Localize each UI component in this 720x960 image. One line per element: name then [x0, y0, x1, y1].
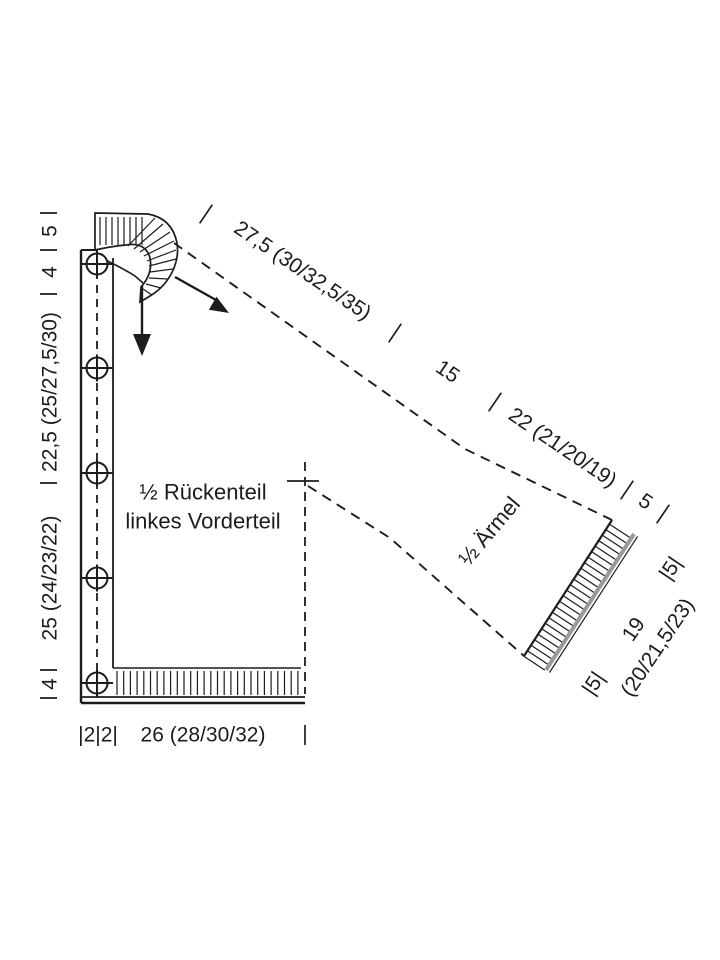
body-outline: [79, 249, 305, 705]
buttonholes: [81, 250, 113, 697]
hatch-line: [548, 617, 571, 633]
bottom-ruler-width: 26 (28/30/32): [141, 723, 266, 746]
hatch-line: [591, 551, 613, 566]
hatch-line: [609, 523, 631, 539]
hatch-line: [555, 606, 578, 622]
cuff-side-depth-label: |5|: [655, 553, 687, 585]
hatch-line: [576, 573, 599, 588]
hatch-line: [541, 628, 563, 644]
hatch-line: [530, 644, 553, 660]
left-ruler-label-hem: 4: [38, 678, 61, 690]
hatch-line: [139, 231, 171, 253]
hatch-line: [133, 223, 164, 250]
hatch-line: [537, 633, 560, 649]
diagonal-arrow-icon: [174, 275, 229, 313]
hatch-line: [559, 600, 581, 616]
sleeve-outline: [173, 242, 613, 657]
cuff-edge-length-line2: (20/21,5/23): [617, 594, 699, 701]
hatch-line: [143, 240, 175, 257]
hatch-line: [146, 249, 177, 262]
hatch-line: [562, 595, 585, 610]
cuff-hatch: [523, 523, 631, 671]
hatch-line: [594, 545, 617, 561]
sleeve-ruler-label-seg3: 22 (21/20/19): [504, 403, 620, 492]
body-piece-label-line2: linkes Vorderteil: [125, 509, 280, 534]
hatch-line: [580, 567, 603, 583]
hem-ribbing: [116, 671, 299, 695]
hatch-line: [127, 217, 156, 247]
body-piece-label-line1: ½ Rückenteil: [139, 480, 266, 505]
hatch-line: [527, 650, 549, 666]
cuff-edge-length-line1: 19: [618, 613, 650, 645]
hatch-line: [587, 556, 610, 572]
neckband-ribbing: [94, 212, 179, 304]
hatch-line: [605, 529, 628, 544]
cuff-bottom-depth-label: |5|: [578, 668, 610, 700]
sleeve-ruler-label-seg2: 15: [431, 356, 463, 388]
hatch-line: [149, 268, 174, 273]
hatch-line: [566, 589, 588, 605]
hatch-line: [148, 258, 177, 267]
cuff-ribbing: [523, 519, 639, 673]
left-ruler-label-shoulder: 4: [38, 266, 61, 278]
bottom-ruler-end-tick: |: [302, 722, 307, 745]
left-ruler-ticks: [40, 212, 57, 699]
hatch-line: [569, 584, 592, 599]
down-arrow-icon: [133, 286, 151, 356]
hatch-line: [601, 534, 624, 550]
bottom-ruler-band-widths: |2|2|: [78, 723, 118, 746]
hatch-line: [534, 639, 556, 655]
hatch-line: [573, 578, 596, 594]
hatch-line: [523, 655, 546, 671]
hatch-line: [148, 277, 169, 280]
hatch-line: [552, 611, 574, 627]
left-ruler-label-lower: 25 (24/23/22): [38, 516, 61, 641]
left-ruler-label-neckband: 5: [38, 225, 61, 237]
sleeve-ruler-ticks: [198, 204, 671, 524]
sleeve-ruler-label-seg1: 27,5 (30/32,5/35): [230, 216, 375, 325]
hatch-line: [598, 540, 620, 555]
sleeve-top-edge: [173, 242, 613, 521]
knit-direction-arrows: [133, 275, 229, 356]
sleeve-label: ½ Ärmel: [453, 492, 525, 571]
hatch-line: [584, 562, 606, 577]
hatch-line: [142, 288, 153, 296]
fold-line: [287, 462, 319, 694]
neckband-hatch: [99, 217, 177, 296]
hatch-line: [544, 622, 567, 638]
hatch-line: [145, 283, 162, 289]
left-ruler-label-upper: 22,5 (25/27,5/30): [38, 312, 61, 472]
sleeve-ruler-label-seg4: 5: [634, 489, 657, 515]
